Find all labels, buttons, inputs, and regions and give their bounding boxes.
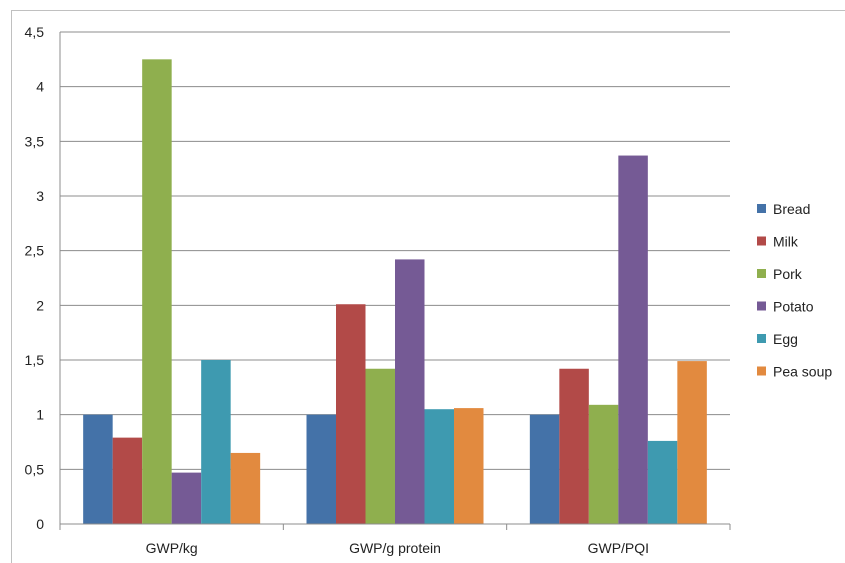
legend-label: Pea soup [773,364,832,380]
bar [424,409,454,524]
x-tick-label: GWP/g protein [349,540,441,556]
bar [395,259,425,524]
y-tick-label: 1 [36,407,44,423]
y-tick-label: 4,5 [25,24,45,40]
legend-swatch [757,334,766,343]
bar [230,452,261,524]
bar [142,59,172,524]
x-tick-labels: GWP/kg GWP/g protein GWP/PQI [146,540,649,556]
bar [306,414,336,524]
axes [59,32,731,530]
y-tick-label: 2,5 [25,243,45,259]
legend-label: Bread [773,201,810,217]
y-tick-label: 0,5 [25,461,45,477]
legend: Bread Milk Pork Potato Egg Pea soup [757,201,832,380]
y-tick-labels: 0 0,5 1 1,5 2 2,5 3 3,5 4 4,5 [25,24,45,532]
legend-swatch [757,366,766,376]
legend-swatch [757,236,766,246]
y-tick-label: 1,5 [25,352,45,368]
chart-frame [11,10,845,563]
bar [618,155,648,524]
legend-swatch [757,269,766,278]
y-tick-label: 3 [36,188,44,204]
bar [171,472,202,524]
bar [454,408,484,524]
bar [112,437,143,524]
bar [559,368,589,524]
bars [83,59,707,524]
legend-swatch [757,301,766,311]
x-tick-label: GWP/PQI [588,540,649,556]
legend-swatch [757,204,766,213]
bar [677,361,707,524]
bar [336,304,366,524]
bar [529,414,560,524]
legend-label: Potato [773,299,814,315]
y-tick-label: 3,5 [25,133,45,149]
y-tick-label: 4 [36,79,44,95]
bar [365,368,395,524]
bar [201,360,231,524]
y-tick-label: 0 [36,516,44,532]
bar [83,414,113,524]
legend-label: Milk [773,234,799,250]
legend-label: Egg [773,331,798,347]
x-tick-label: GWP/kg [146,540,198,556]
bar [588,404,619,524]
y-tick-label: 2 [36,297,44,313]
bar [647,440,678,524]
legend-label: Pork [773,266,803,282]
